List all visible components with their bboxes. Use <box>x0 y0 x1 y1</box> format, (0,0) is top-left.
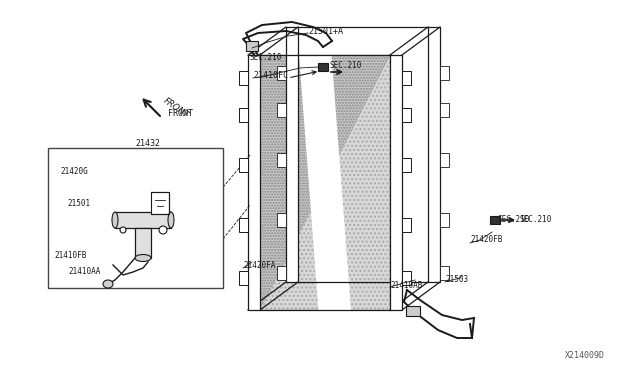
Ellipse shape <box>168 212 174 228</box>
Text: SEC.210: SEC.210 <box>330 61 362 70</box>
Ellipse shape <box>120 227 126 233</box>
Bar <box>48 148 223 288</box>
Bar <box>490 216 500 224</box>
Text: 21410AA: 21410AA <box>68 267 100 276</box>
Bar <box>239 218 248 232</box>
Bar <box>390 55 402 310</box>
Bar <box>277 266 286 280</box>
Text: 21432: 21432 <box>135 140 160 148</box>
Text: 21503: 21503 <box>445 276 468 285</box>
Bar <box>440 103 449 117</box>
Bar <box>277 153 286 167</box>
Bar <box>406 306 420 316</box>
Bar <box>440 153 449 167</box>
Bar <box>402 108 411 122</box>
Bar <box>239 71 248 85</box>
Text: FRONT: FRONT <box>168 109 193 118</box>
Bar <box>402 158 411 172</box>
Bar <box>428 27 440 282</box>
Bar <box>246 41 258 51</box>
Bar <box>239 158 248 172</box>
Bar <box>277 103 286 117</box>
Bar <box>135 228 151 258</box>
Bar <box>260 55 390 310</box>
Text: 21420FB: 21420FB <box>470 235 502 244</box>
Text: 21501: 21501 <box>67 199 90 208</box>
Text: 21420FA: 21420FA <box>243 260 275 269</box>
Text: 21410FC: 21410FC <box>253 71 288 80</box>
Bar <box>440 66 449 80</box>
Text: 21420G: 21420G <box>60 167 88 176</box>
Text: 21410AB: 21410AB <box>390 280 422 289</box>
Polygon shape <box>299 55 351 310</box>
Polygon shape <box>260 55 390 310</box>
Ellipse shape <box>103 280 113 288</box>
Bar <box>286 27 298 282</box>
Text: SEC.210: SEC.210 <box>520 215 552 224</box>
Bar <box>239 108 248 122</box>
Ellipse shape <box>112 212 118 228</box>
Bar <box>440 266 449 280</box>
Bar <box>151 192 169 214</box>
Text: SEC.210: SEC.210 <box>250 54 282 62</box>
Bar <box>277 66 286 80</box>
Ellipse shape <box>135 254 151 262</box>
Ellipse shape <box>159 226 167 234</box>
Bar <box>277 213 286 227</box>
Bar <box>402 271 411 285</box>
Text: SEC.210: SEC.210 <box>498 215 531 224</box>
Bar <box>402 71 411 85</box>
Bar <box>115 212 171 228</box>
Text: 21410FB: 21410FB <box>54 250 86 260</box>
Text: X214009D: X214009D <box>565 352 605 360</box>
Bar <box>248 55 260 310</box>
Bar <box>318 63 328 71</box>
Polygon shape <box>260 55 390 310</box>
Bar <box>402 218 411 232</box>
Text: FRONT: FRONT <box>162 96 191 120</box>
Bar <box>239 271 248 285</box>
Bar <box>440 213 449 227</box>
Text: 21501+A: 21501+A <box>308 28 343 36</box>
